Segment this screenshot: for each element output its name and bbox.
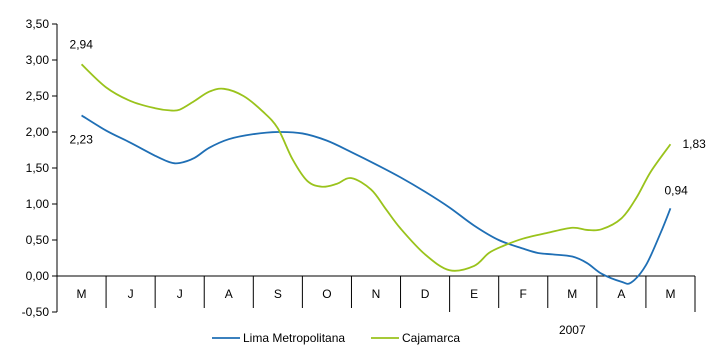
x-year-label: 2007 (559, 323, 586, 337)
chart-series (80, 63, 672, 285)
x-tick-label: M (665, 287, 675, 301)
y-tick-label: 0,00 (26, 269, 50, 283)
y-tick-label: 3,00 (26, 53, 50, 67)
series-line-cajamarca (80, 63, 672, 272)
x-tick-label: F (520, 287, 527, 301)
x-tick-label: J (177, 287, 183, 301)
x-tick-label: N (372, 287, 381, 301)
data-label: 2,94 (70, 37, 94, 51)
x-tick-label: M (77, 287, 87, 301)
data-label: 0,94 (664, 183, 688, 197)
x-tick-label: J (128, 287, 134, 301)
data-label: 1,83 (682, 137, 706, 151)
chart-axes: 3,50 3,00 2,50 2,00 1,50 1,00 0,50 0,00 -0,50 M J J… (22, 17, 696, 337)
x-tick-label: O (322, 287, 331, 301)
x-tick-label: S (274, 287, 282, 301)
y-tick-label: 1,50 (26, 161, 50, 175)
chart-data-labels: 2,94 2,23 1,83 0,94 (70, 37, 707, 197)
y-tick-label: -0,50 (22, 305, 50, 319)
x-tick-label: A (225, 287, 233, 301)
y-tick-label: 3,50 (26, 17, 50, 31)
y-tick-label: 2,00 (26, 125, 50, 139)
y-tick-label: 1,00 (26, 197, 50, 211)
y-tick-label: 2,50 (26, 89, 50, 103)
y-tick-label: 0,50 (26, 233, 50, 247)
legend-label: Cajamarca (402, 331, 460, 345)
x-tick-label: E (470, 287, 478, 301)
legend-label: Lima Metropolitana (243, 331, 345, 345)
series-line-lima-metropolitana (81, 114, 672, 285)
chart-legend: Lima Metropolitana Cajamarca (212, 331, 460, 345)
x-tick-label: A (617, 287, 625, 301)
data-label: 2,23 (70, 132, 94, 146)
x-tick-label: D (421, 287, 430, 301)
x-tick-label: M (567, 287, 577, 301)
